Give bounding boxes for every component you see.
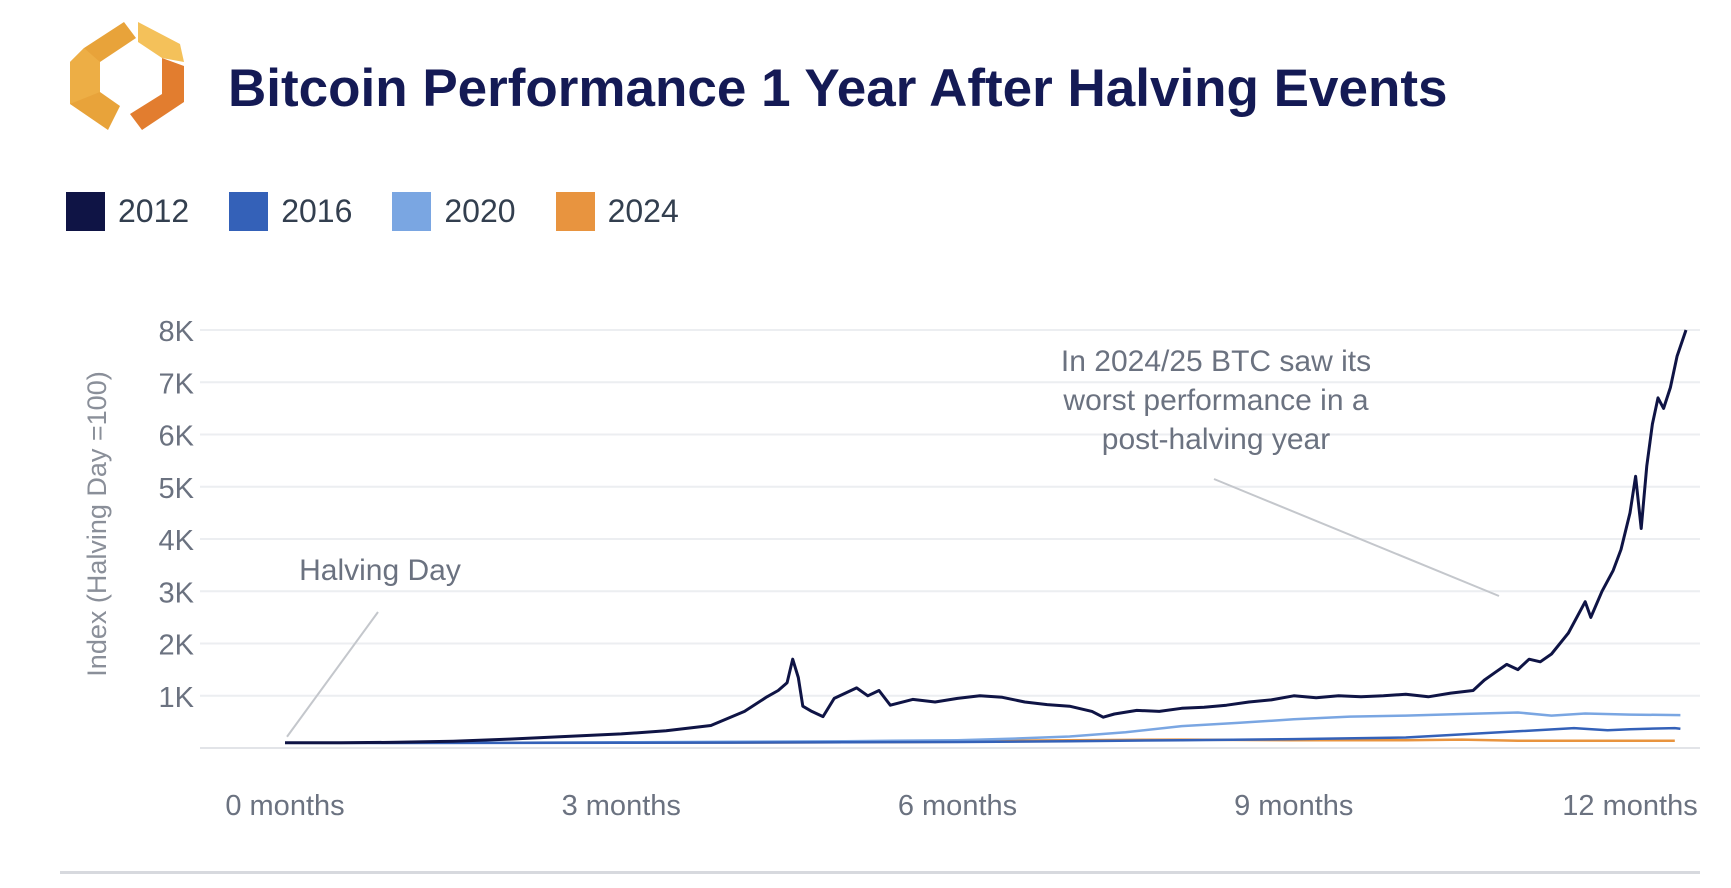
x-tick-9-months: 9 months [1234,790,1353,822]
legend-item-2012: 2012 [66,191,190,231]
x-tick-0-months: 0 months [225,790,344,822]
annotation-worst-performance-line-2: worst performance in a [1062,384,1368,417]
page-title: Bitcoin Performance 1 Year After Halving… [228,59,1448,118]
line-chart: 1K 2K 3K 4K 5K 6K 7K 8K 0 months 3 months 6 month… [82,316,1700,822]
legend-label-2020: 2020 [444,192,516,229]
annotation-halving-day: Halving Day [299,554,461,587]
legend-item-2016: 2016 [229,191,353,231]
x-tick-6-months: 6 months [898,790,1017,822]
annotation-worst-performance-line-3: post-halving year [1102,423,1330,456]
annotation-halving-day-pointer [286,611,379,738]
y-axis-label: Index (Halving Day =100) [82,371,112,676]
legend-item-2024: 2024 [555,191,679,231]
legend-swatch-2020 [392,191,432,231]
legend-label-2012: 2012 [118,192,190,229]
legend-swatch-2012 [66,191,105,231]
bottom-divider [60,871,1700,874]
y-tick-3K: 3K [159,577,195,609]
x-tick-12-months: 12 months [1562,790,1697,822]
grid-lines [200,329,1700,749]
legend-label-2016: 2016 [281,192,353,229]
series-lines [284,329,1688,745]
series-line-2012 [285,329,1688,745]
y-tick-1K: 1K [159,682,195,714]
legend-label-2024: 2024 [607,192,679,229]
legend: 2012 2016 2020 2024 [66,191,719,231]
annotations: Halving Day In 2024/25 BTC saw its worst p… [286,345,1500,738]
y-tick-4K: 4K [159,525,195,557]
y-tick-2K: 2K [159,630,195,662]
y-tick-5K: 5K [159,473,195,505]
y-tick-8K: 8K [159,316,195,348]
legend-swatch-2016 [229,191,269,231]
y-tick-6K: 6K [159,421,195,453]
legend-swatch-2024 [555,191,595,231]
series-line-2016 [284,726,1681,745]
legend-item-2020: 2020 [392,191,516,231]
y-tick-7K: 7K [159,368,195,400]
annotation-worst-performance-line-1: In 2024/25 BTC saw its [1061,345,1371,378]
x-tick-labels: 0 months 3 months 6 months 9 months 12 month… [225,790,1697,822]
hexagon-logo-icon [64,18,194,136]
y-tick-labels: 1K 2K 3K 4K 5K 6K 7K 8K [159,316,195,714]
x-tick-3-months: 3 months [562,790,681,822]
annotation-worst-performance-pointer [1213,478,1500,597]
